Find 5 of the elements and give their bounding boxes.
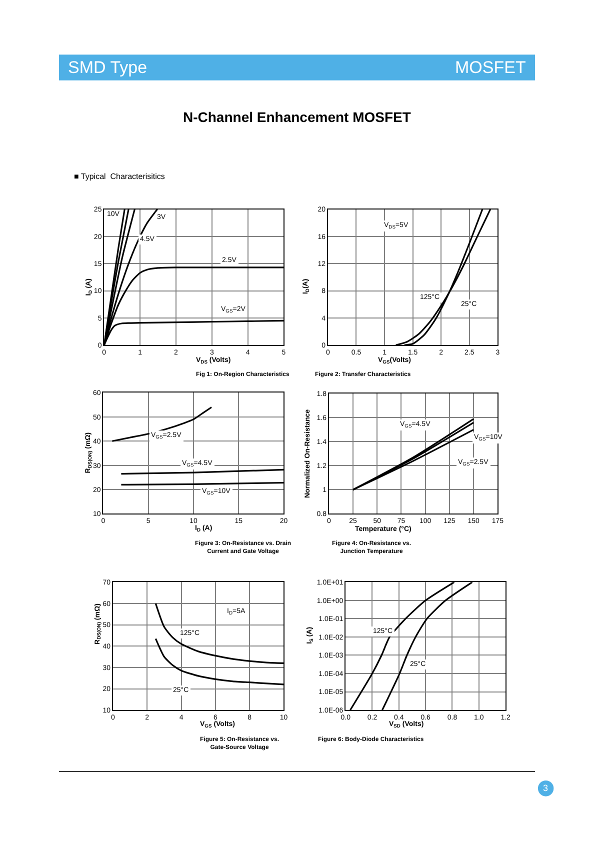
text: ■ Typical Characterisitics [74,172,165,181]
text: N-Channel Enhancement MOSFET [183,109,412,125]
text: 3 [543,783,548,793]
text: SMD Type [68,58,148,77]
text: MOSFET [455,58,526,77]
